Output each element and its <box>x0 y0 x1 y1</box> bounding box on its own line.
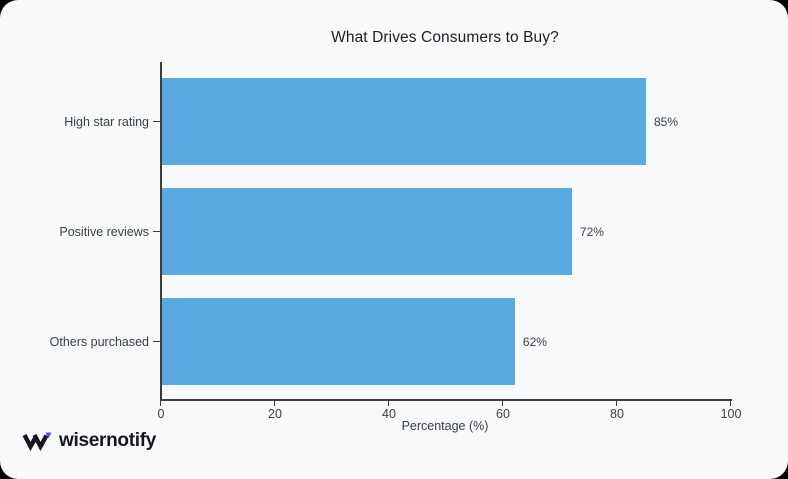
x-tick-label: 0 <box>157 407 165 421</box>
y-tick <box>153 340 160 343</box>
value-label: 72% <box>579 224 604 239</box>
x-tick <box>273 400 276 406</box>
x-tick-label: 20 <box>268 407 282 421</box>
y-tick <box>153 120 160 123</box>
x-tick <box>729 400 732 406</box>
value-label: 85% <box>654 114 679 129</box>
x-tick <box>387 400 390 406</box>
x-tick-label: 100 <box>720 407 742 421</box>
x-axis-title: Percentage (%) <box>401 419 489 433</box>
category-label: High star rating <box>64 114 149 129</box>
x-tick <box>159 400 162 406</box>
x-tick-label: 60 <box>496 407 510 421</box>
x-tick <box>501 400 504 406</box>
wisernotify-w-icon <box>22 429 52 453</box>
wisernotify-logo: wisernotify <box>22 429 156 453</box>
chart-title: What Drives Consumers to Buy? <box>331 29 559 46</box>
bar-high-star-rating <box>161 78 646 165</box>
category-label: Others purchased <box>49 334 149 349</box>
bar-positive-reviews <box>161 188 572 275</box>
x-axis-line <box>160 399 732 401</box>
wisernotify-logo-text: wisernotify <box>59 430 156 451</box>
x-tick-label: 40 <box>382 407 396 421</box>
bar-others-purchased <box>161 298 515 385</box>
category-label: Positive reviews <box>59 224 149 239</box>
x-tick <box>615 400 618 406</box>
value-label: 62% <box>522 334 547 349</box>
y-axis-line <box>160 62 162 401</box>
y-tick <box>153 230 160 233</box>
x-tick-label: 80 <box>610 407 624 421</box>
